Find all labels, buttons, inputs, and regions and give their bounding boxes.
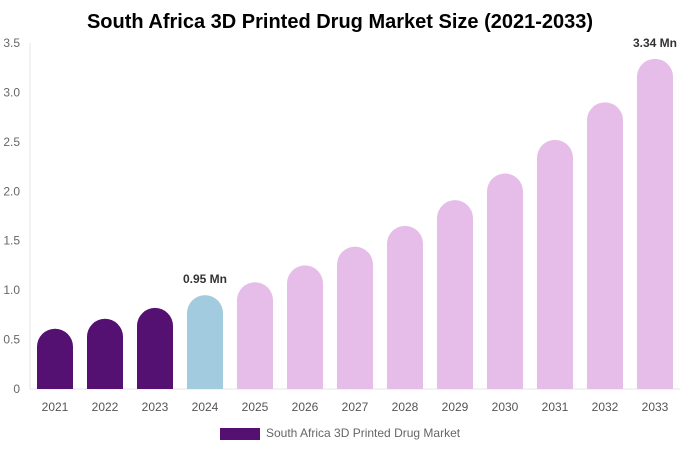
- bar-2027: [337, 246, 373, 389]
- x-tick-label: 2031: [542, 400, 569, 414]
- x-tick-label: 2030: [492, 400, 519, 414]
- bar-2031: [537, 139, 573, 389]
- x-tick-label: 2029: [442, 400, 469, 414]
- bar-2030: [487, 173, 523, 389]
- x-tick-label: 2033: [642, 400, 669, 414]
- x-tick-label: 2032: [592, 400, 619, 414]
- chart-title: South Africa 3D Printed Drug Market Size…: [87, 11, 593, 33]
- y-tick-label: 3.0: [3, 85, 20, 99]
- x-tick-label: 2025: [242, 400, 269, 414]
- bar-2022: [87, 318, 123, 389]
- bar-2028: [387, 225, 423, 389]
- x-tick-label: 2024: [192, 400, 219, 414]
- bar-2024: [187, 295, 223, 389]
- y-tick-label: 0.5: [3, 333, 20, 347]
- x-tick-label: 2028: [392, 400, 419, 414]
- y-tick-label: 1.0: [3, 283, 20, 297]
- y-tick-label: 3.5: [3, 36, 20, 50]
- y-tick-label: 2.5: [3, 135, 20, 149]
- bar-2029: [437, 200, 473, 389]
- y-tick-label: 1.5: [3, 234, 20, 248]
- bar-2023: [137, 307, 173, 389]
- x-tick-label: 2027: [342, 400, 369, 414]
- y-tick-label: 0: [13, 382, 20, 396]
- x-tick-label: 2021: [42, 400, 69, 414]
- data-label: 0.95 Mn: [183, 272, 227, 286]
- bar-2021: [37, 328, 73, 389]
- bar-2026: [287, 265, 323, 389]
- x-tick-label: 2023: [142, 400, 169, 414]
- data-label: 3.34 Mn: [633, 36, 677, 50]
- y-tick-label: 2.0: [3, 184, 20, 198]
- legend-label: South Africa 3D Printed Drug Market: [266, 426, 461, 440]
- x-tick-label: 2022: [92, 400, 119, 414]
- bar-2032: [587, 102, 623, 390]
- legend-swatch: [220, 428, 260, 440]
- bar-2025: [237, 282, 273, 389]
- bar-2033: [637, 58, 673, 390]
- x-tick-label: 2026: [292, 400, 319, 414]
